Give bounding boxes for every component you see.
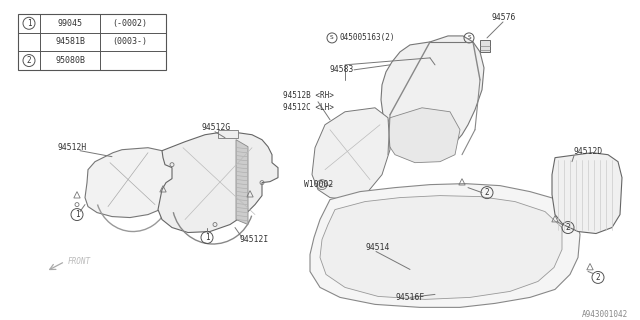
Bar [18, 14, 166, 70]
Text: 94512C <LH>: 94512C <LH> [283, 103, 334, 112]
Text: (0003-): (0003-) [113, 37, 147, 46]
Text: 045005163(2): 045005163(2) [340, 33, 396, 43]
Text: 1: 1 [205, 233, 209, 242]
Bar [480, 40, 490, 52]
Text: 94512B <RH>: 94512B <RH> [283, 91, 334, 100]
Polygon shape [385, 108, 460, 163]
Text: A943001042: A943001042 [582, 310, 628, 319]
Text: 1: 1 [27, 19, 31, 28]
Text: 99045: 99045 [58, 19, 83, 28]
Text: 1: 1 [75, 210, 79, 219]
Polygon shape [158, 133, 278, 233]
Text: 94514: 94514 [365, 243, 389, 252]
Text: 94512H: 94512H [58, 143, 87, 152]
Text: FRONT: FRONT [68, 257, 91, 266]
Text: 94576: 94576 [492, 13, 516, 22]
Text: 2: 2 [484, 188, 490, 197]
Bar [218, 130, 238, 138]
Text: 94516F: 94516F [395, 293, 424, 302]
Text: 94512I: 94512I [240, 235, 269, 244]
Text: W10002: W10002 [304, 180, 333, 189]
Polygon shape [312, 108, 390, 200]
Polygon shape [310, 184, 580, 308]
Text: 95080B: 95080B [55, 56, 85, 65]
Text: 94512D: 94512D [574, 147, 604, 156]
Text: S: S [330, 36, 334, 40]
Polygon shape [320, 196, 562, 300]
Polygon shape [552, 153, 622, 234]
Text: 94512G: 94512G [202, 123, 231, 132]
Text: 2: 2 [596, 273, 600, 282]
Polygon shape [381, 36, 484, 158]
Text: 94581B: 94581B [55, 37, 85, 46]
Text: 2: 2 [27, 56, 31, 65]
Text: (-0002): (-0002) [113, 19, 147, 28]
Polygon shape [236, 140, 248, 225]
Text: S: S [467, 36, 471, 40]
Text: 94583: 94583 [330, 65, 355, 74]
Text: 2: 2 [566, 223, 570, 232]
Polygon shape [85, 148, 182, 218]
